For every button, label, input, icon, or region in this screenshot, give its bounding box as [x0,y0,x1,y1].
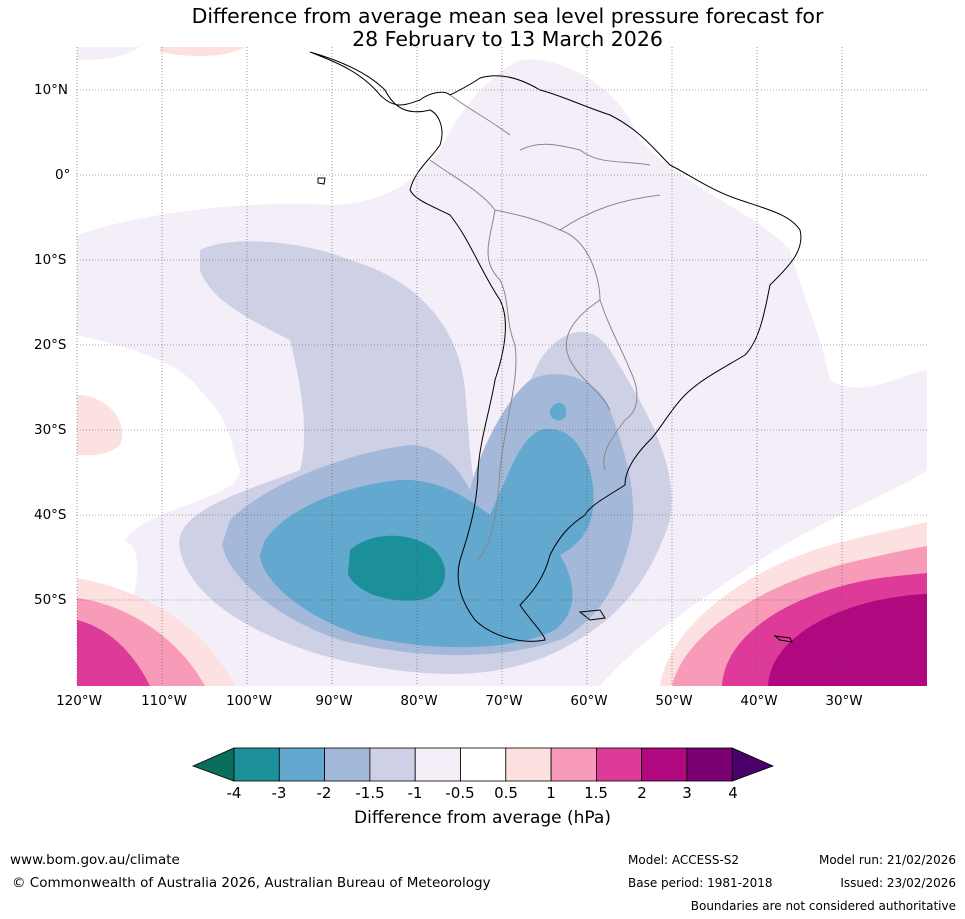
colorbar-tick: -4 [226,784,242,802]
colorbar-under-arrow [191,747,235,782]
lat-label-0: 0° [55,167,71,183]
colorbar-tick: -3 [271,784,287,802]
contour-minus-3 [348,535,446,601]
colorbar-tick: 1 [546,784,556,802]
colorbar-over-arrow [731,747,775,782]
lon-label-60w: 60°W [570,693,608,709]
base-period-text: Base period: 1981-2018 [628,876,773,890]
lon-label-70w: 70°W [485,693,523,709]
colorbar-label: Difference from average (hPa) [354,808,611,828]
colorbar-tick: 1.5 [584,784,608,802]
model-text: Model: ACCESS-S2 [628,853,740,867]
colorbar-bin-2 [278,747,325,782]
south-georgia [773,635,793,643]
contour-minus-2-small [549,402,567,421]
contour-plus-1.5-sw [77,620,150,686]
lon-label-40w: 40°W [740,693,778,709]
website-link[interactable]: www.bom.gov.au/climate [10,852,180,868]
colorbar-tick: -2 [316,784,332,802]
copyright-text: © Commonwealth of Australia 2026, Austra… [12,875,491,891]
contour-plus-0.5-west [77,395,123,456]
lon-label-100w: 100°W [226,693,272,709]
colorbar [191,747,775,782]
colorbar-tick: 4 [728,784,738,802]
colorbar-bin-4 [369,747,416,782]
lat-label-30s: 30°S [34,422,67,438]
lat-label-50s: 50°S [34,592,67,608]
colorbar-tick: 2 [637,784,647,802]
colorbar-tick: 3 [682,784,692,802]
lon-label-30w: 30°W [825,693,863,709]
galapagos-islands [317,177,326,185]
lon-label-50w: 50°W [655,693,693,709]
contour-minus-0.5-north [77,47,140,60]
colorbar-tick: -0.5 [445,784,475,802]
colorbar-bin-1 [233,747,280,782]
falkland-islands [578,609,606,621]
colorbar-bin-10 [641,747,688,782]
lon-label-90w: 90°W [315,693,353,709]
contour-minus-2 [260,429,594,648]
colorbar-bin-8 [550,747,597,782]
map-title-line-1: Difference from average mean sea level p… [191,4,824,28]
contour-plus-0.5-north [160,47,245,57]
colorbar-bin-11 [686,747,733,782]
colorbar-tick: -1.5 [355,784,385,802]
lat-label-40s: 40°S [34,507,67,523]
colorbar-bin-6 [460,747,507,782]
issued-text: Issued: 23/02/2026 [840,876,956,890]
colorbar-tick: -1 [407,784,423,802]
lon-label-120w: 120°W [56,693,102,709]
colorbar-tick: 0.5 [494,784,518,802]
anomaly-contours [77,47,927,686]
colorbar-bin-3 [324,747,371,782]
latitude-gridlines [77,89,927,601]
lon-label-110w: 110°W [141,693,187,709]
disclaimer-text: Boundaries are not considered authoritat… [690,899,956,913]
country-borders [429,94,661,561]
colorbar-bin-9 [596,747,643,782]
lat-label-20s: 20°S [34,337,67,353]
colorbar-bin-7 [505,747,552,782]
contour-plus-2-se [768,594,927,686]
lon-label-80w: 80°W [400,693,438,709]
model-run-text: Model run: 21/02/2026 [818,853,956,867]
colorbar-bin-5 [414,747,461,782]
lat-label-10n: 10°N [34,82,69,98]
lat-label-10s: 10°S [34,252,67,268]
map-title-line-2: 28 February to 13 March 2026 [352,27,663,51]
